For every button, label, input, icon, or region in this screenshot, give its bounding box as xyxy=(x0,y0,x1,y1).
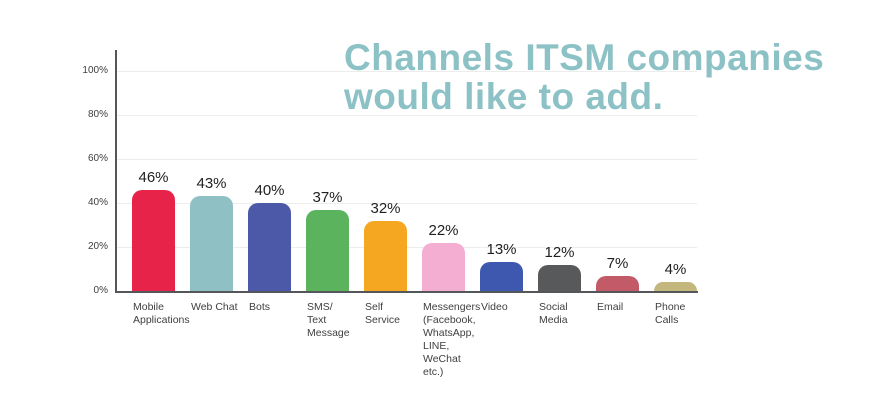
y-tick-label: 40% xyxy=(87,197,108,208)
bar-phone-calls xyxy=(654,282,697,291)
bar-value-label: 43% xyxy=(196,175,227,192)
y-tick-label: 20% xyxy=(87,241,108,252)
y-axis-line xyxy=(115,50,117,293)
bar-self-service xyxy=(364,221,407,291)
y-tick-label: 80% xyxy=(87,109,108,120)
bar-category-label: Web Chat xyxy=(191,301,238,313)
bar-value-label: 22% xyxy=(428,222,459,239)
bar-category-label: Messengers (Facebook, WhatsApp, LINE, We… xyxy=(423,301,481,378)
x-axis-line xyxy=(115,291,698,293)
bar-value-label: 13% xyxy=(486,241,517,258)
y-tick-label: 0% xyxy=(93,285,108,296)
y-tick-label: 60% xyxy=(87,153,108,164)
bar-value-label: 46% xyxy=(138,169,169,186)
bar-category-label: Email xyxy=(597,301,624,313)
bar-value-label: 12% xyxy=(544,244,575,261)
gridline-20 xyxy=(117,246,697,248)
bar-value-label: 4% xyxy=(664,261,687,278)
bar-web-chat xyxy=(190,196,233,291)
chart-title-line-2: would like to add. xyxy=(344,76,664,117)
bar-email xyxy=(596,276,639,291)
chart-title-line-1: Channels ITSM companies xyxy=(344,37,825,78)
bar-mobile-applications xyxy=(132,190,175,291)
bar-video xyxy=(480,262,523,291)
bar-category-label: Phone Calls xyxy=(655,301,686,326)
gridline-80 xyxy=(117,114,697,116)
bar-value-label: 37% xyxy=(312,189,343,206)
bar-value-label: 40% xyxy=(254,182,285,199)
bar-messengers-facebook-whatsapp-line-wechat-etc xyxy=(422,243,465,291)
y-tick-label: 100% xyxy=(82,65,108,76)
bar-social-media xyxy=(538,265,581,291)
bar-value-label: 32% xyxy=(370,200,401,217)
bar-category-label: SMS/ Text Message xyxy=(307,301,350,339)
bar-category-label: Social Media xyxy=(539,301,568,326)
bar-bots xyxy=(248,203,291,291)
chart-title: Channels ITSM companies would like to ad… xyxy=(344,38,854,116)
gridline-40 xyxy=(117,202,697,204)
bar-category-label: Self Service xyxy=(365,301,401,326)
bar-category-label: Video xyxy=(481,301,508,313)
bar-value-label: 7% xyxy=(606,255,629,272)
bar-sms-text-message xyxy=(306,210,349,291)
bar-category-label: Mobile Applications xyxy=(133,301,190,326)
gridline-100 xyxy=(117,70,697,72)
bar-category-label: Bots xyxy=(249,301,271,313)
gridline-60 xyxy=(117,158,697,160)
